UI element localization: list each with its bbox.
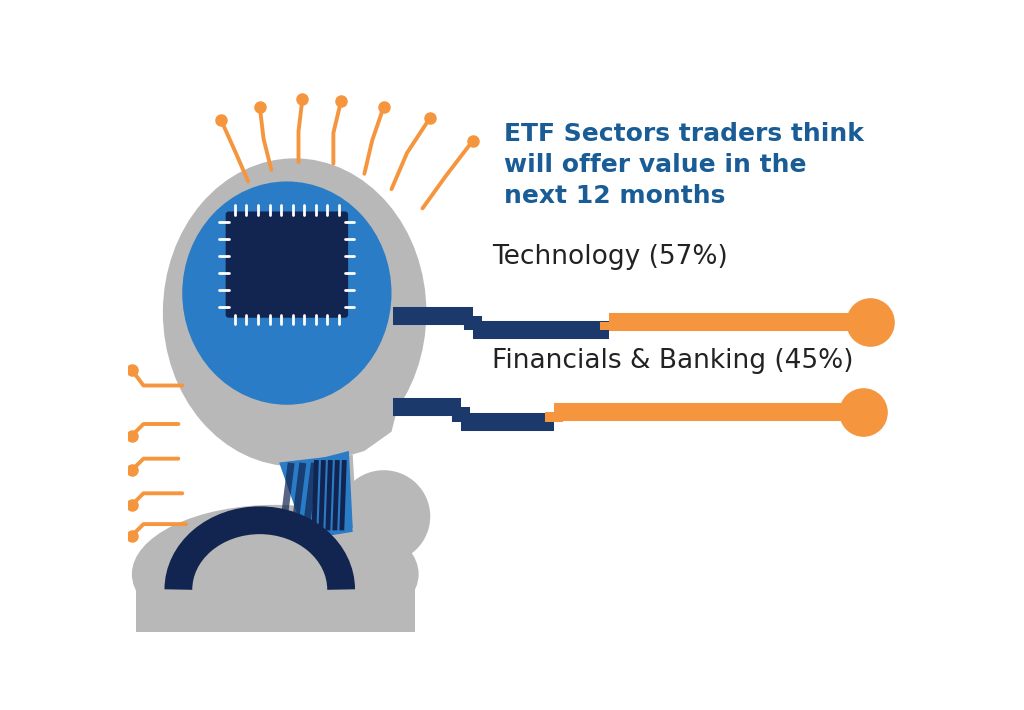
Polygon shape <box>280 455 352 540</box>
Ellipse shape <box>132 505 419 643</box>
FancyBboxPatch shape <box>225 212 348 318</box>
Text: Technology (57%): Technology (57%) <box>493 244 728 270</box>
Text: ETF Sectors traders think: ETF Sectors traders think <box>504 122 864 146</box>
Ellipse shape <box>337 470 430 562</box>
Text: Financials & Banking (45%): Financials & Banking (45%) <box>493 348 854 374</box>
Text: next 12 months: next 12 months <box>504 184 725 208</box>
Polygon shape <box>271 305 399 462</box>
Ellipse shape <box>163 158 426 466</box>
Polygon shape <box>306 455 356 532</box>
Polygon shape <box>310 451 352 535</box>
Ellipse shape <box>182 182 391 405</box>
Polygon shape <box>136 578 415 635</box>
Text: will offer value in the: will offer value in the <box>504 153 806 177</box>
